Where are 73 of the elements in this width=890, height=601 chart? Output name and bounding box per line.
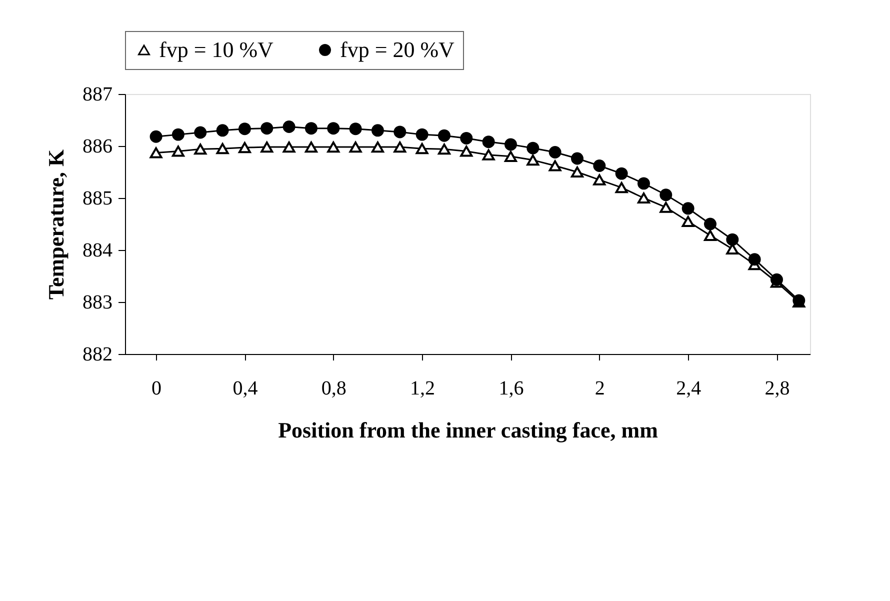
point xyxy=(194,126,207,139)
point xyxy=(216,124,229,137)
point xyxy=(637,192,650,204)
y-tick-label: 883 xyxy=(82,292,112,314)
point xyxy=(726,233,739,246)
x-tick-label: 0,4 xyxy=(232,378,258,400)
point xyxy=(438,144,450,155)
point xyxy=(150,130,162,143)
point xyxy=(304,122,318,135)
point xyxy=(548,160,562,172)
point xyxy=(150,147,162,158)
point xyxy=(748,253,761,266)
legend-label: fvp = 20 %V xyxy=(340,37,455,62)
point xyxy=(238,142,251,154)
point xyxy=(349,122,362,136)
y-tick-label: 885 xyxy=(82,188,112,210)
point xyxy=(504,150,517,162)
x-tick-label: 0,8 xyxy=(321,378,346,400)
x-tick-label: 2 xyxy=(594,378,605,400)
point xyxy=(282,142,296,153)
point xyxy=(394,126,406,138)
point xyxy=(394,142,406,153)
point xyxy=(172,128,184,141)
point xyxy=(660,202,672,213)
legend-label: fvp = 10 %V xyxy=(159,37,274,62)
point xyxy=(416,143,428,154)
point xyxy=(504,138,517,151)
point xyxy=(282,120,296,133)
point xyxy=(482,136,495,148)
point xyxy=(637,177,650,190)
point xyxy=(260,142,274,153)
point xyxy=(216,143,229,154)
y-tick-label: 882 xyxy=(82,344,112,366)
point xyxy=(304,142,318,153)
x-tick-label: 1,2 xyxy=(410,378,436,400)
point xyxy=(660,188,672,202)
point xyxy=(327,122,340,135)
point xyxy=(238,122,251,136)
point xyxy=(327,142,340,153)
point xyxy=(172,146,184,157)
x-tick-label: 2,8 xyxy=(764,378,790,400)
point xyxy=(371,124,384,137)
y-tick-label: 886 xyxy=(82,136,112,158)
point xyxy=(593,160,606,172)
point xyxy=(770,273,783,286)
x-tick-label: 2,4 xyxy=(676,378,702,400)
x-tick-label: 0 xyxy=(152,378,162,400)
point xyxy=(593,174,606,186)
y-axis-title: Temperature, K xyxy=(44,149,68,300)
point xyxy=(526,154,540,166)
point xyxy=(416,128,428,141)
point xyxy=(460,132,473,144)
point xyxy=(615,182,628,194)
point xyxy=(548,146,562,158)
point xyxy=(260,122,274,135)
x-axis-title: Position from the inner casting face, mm xyxy=(278,418,658,442)
point xyxy=(570,166,584,178)
y-tick-label: 887 xyxy=(82,84,112,106)
point xyxy=(682,216,694,227)
point xyxy=(704,230,716,241)
point xyxy=(570,152,584,165)
point xyxy=(482,149,495,160)
point xyxy=(460,146,473,157)
point xyxy=(349,142,362,153)
point xyxy=(194,144,207,155)
point xyxy=(438,129,450,142)
y-tick-label: 884 xyxy=(82,240,112,262)
point xyxy=(371,142,384,153)
point xyxy=(704,218,716,230)
point xyxy=(682,202,694,215)
x-tick-label: 1,6 xyxy=(498,378,524,400)
point xyxy=(615,167,628,180)
point xyxy=(526,142,540,154)
